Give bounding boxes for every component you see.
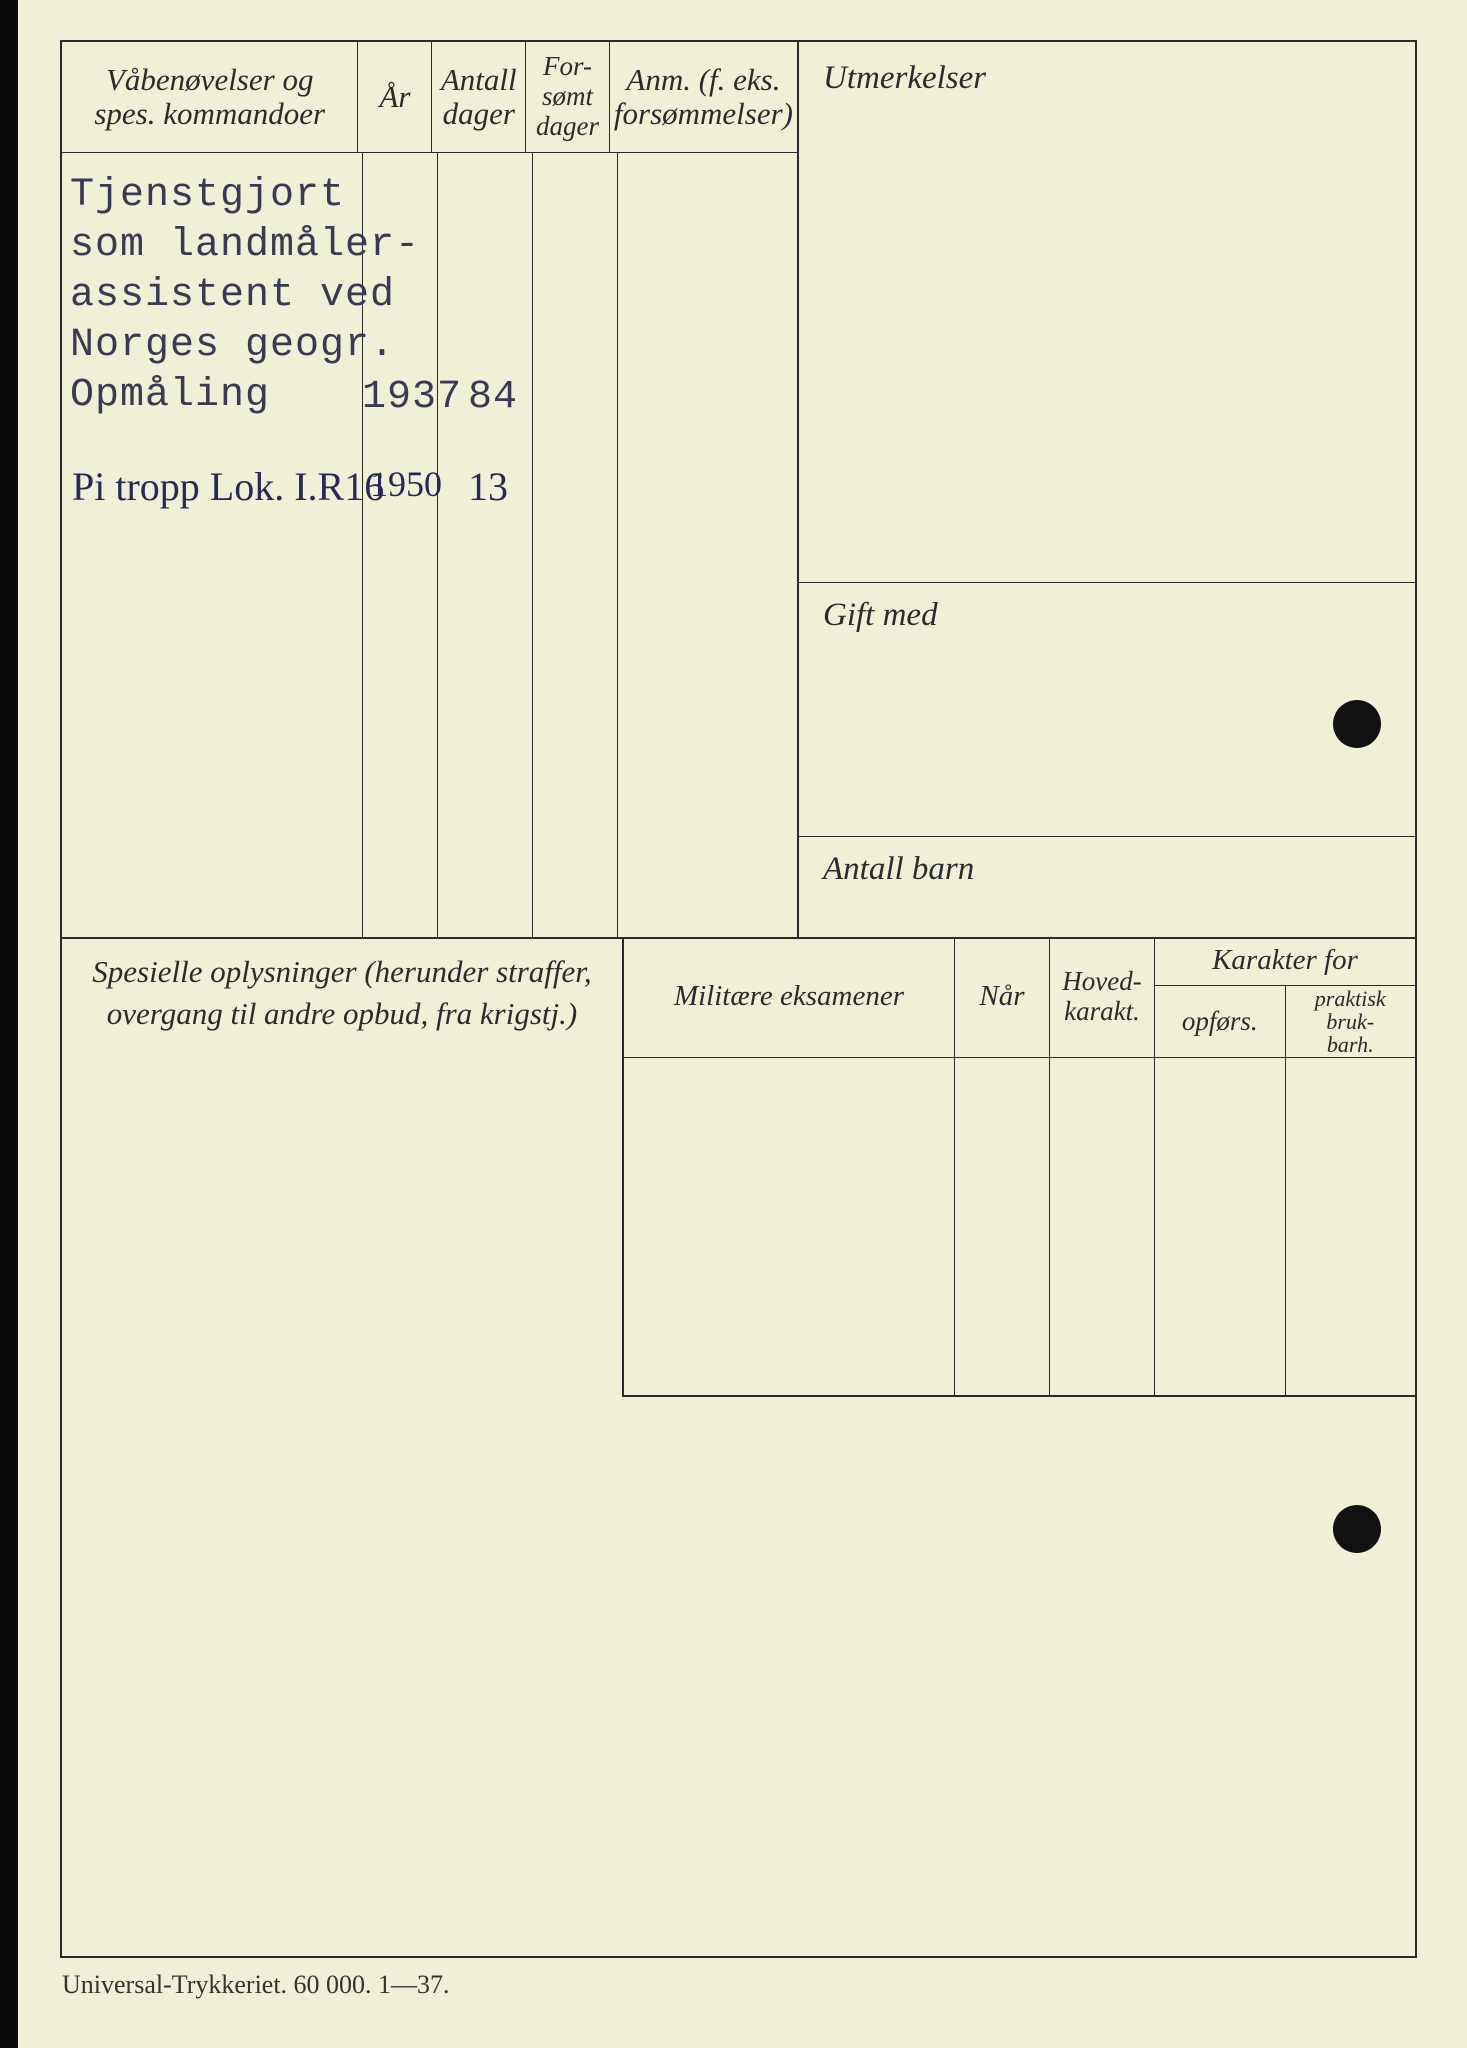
special-info-box: Spesielle oplysninger (herunder straffer… [62, 937, 622, 1397]
col-header-days: Antalldager [431, 42, 525, 152]
entry-days-handwritten: 13 [468, 463, 508, 510]
col-header-description: Våbenøvelser ogspes. kommandoer [62, 42, 357, 152]
exams-table-body [624, 1058, 1415, 1395]
col-header-main-grade: Hoved-karakt. [1049, 937, 1154, 1057]
punch-hole [1333, 1505, 1381, 1553]
col-header-practical: praktiskbruk-barh. [1285, 986, 1416, 1057]
entry-year: 1937 [362, 373, 462, 423]
exercises-table-header: Våbenøvelser ogspes. kommandoer År Antal… [62, 42, 797, 153]
exams-table: Militære eksamener Når Hoved-karakt. Kar… [622, 937, 1415, 1397]
entry-days: 84 [468, 373, 518, 423]
scan-edge [0, 0, 18, 2048]
top-right-panel: Utmerkelser Gift med Antall barn [797, 42, 1415, 937]
col-header-conduct: opførs. [1155, 986, 1285, 1057]
children-label: Antall barn [823, 851, 974, 887]
col-header-note: Anm. (f. eks.forsømmelser) [609, 42, 797, 152]
exams-table-header: Militære eksamener Når Hoved-karakt. Kar… [624, 937, 1415, 1058]
special-info-label: Spesielle oplysninger (herunder straffer… [92, 954, 591, 1031]
printer-footer: Universal-Trykkeriet. 60 000. 1—37. [62, 1970, 450, 2000]
distinctions-label: Utmerkelser [823, 60, 986, 96]
mid-section: Spesielle oplysninger (herunder straffer… [62, 937, 1415, 1397]
entry-description-handwritten: Pi tropp Lok. I.R16 [72, 463, 384, 510]
col-header-exams: Militære eksamener [624, 937, 954, 1057]
entry-year-handwritten: 1950 [370, 463, 442, 505]
col-header-when: Når [954, 937, 1049, 1057]
top-section: Våbenøvelser ogspes. kommandoer År Antal… [62, 42, 1415, 939]
children-box: Antall barn [799, 836, 1415, 937]
distinctions-box: Utmerkelser [799, 42, 1415, 582]
married-box: Gift med [799, 582, 1415, 836]
scanned-page: Våbenøvelser ogspes. kommandoer År Antal… [0, 0, 1467, 2048]
punch-hole [1333, 700, 1381, 748]
married-label: Gift med [823, 597, 938, 633]
exercises-table-body: Tjenstgjortsom landmåler-assistent vedNo… [62, 153, 797, 937]
col-header-missed: For-sømtdager [525, 42, 609, 152]
col-header-grade-for: Karakter for opførs. praktiskbruk-barh. [1154, 937, 1415, 1057]
exercises-table: Våbenøvelser ogspes. kommandoer År Antal… [62, 42, 797, 937]
col-header-year: År [357, 42, 431, 152]
form-card: Våbenøvelser ogspes. kommandoer År Antal… [60, 40, 1417, 1958]
col-header-grade-for-label: Karakter for [1155, 937, 1415, 986]
